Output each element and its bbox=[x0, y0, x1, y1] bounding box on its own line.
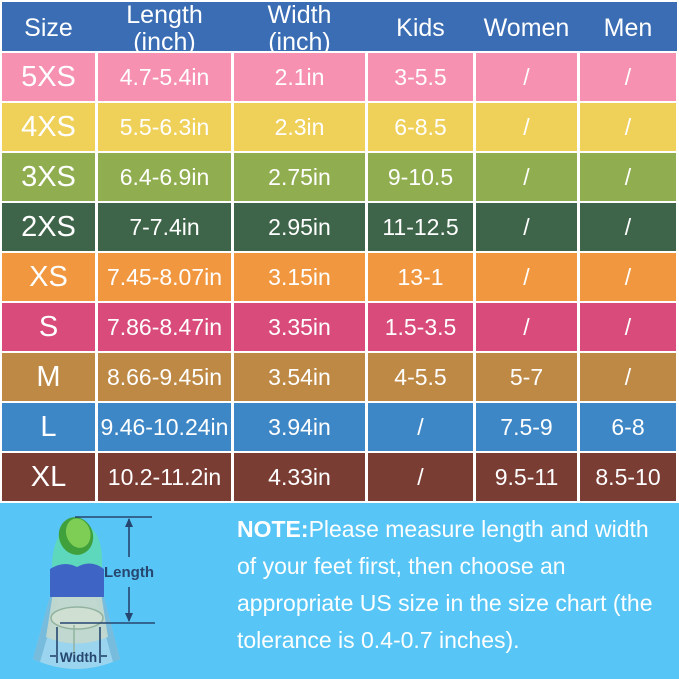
column-header-men: Men bbox=[603, 14, 653, 43]
cell-kids: / bbox=[368, 403, 473, 451]
cell-size: 2XS bbox=[2, 203, 95, 251]
cell-length: 7.86-8.47in bbox=[98, 303, 231, 351]
cell-men: / bbox=[580, 53, 676, 101]
cell-size: L bbox=[2, 403, 95, 451]
cell-width: 3.54in bbox=[234, 353, 365, 401]
cell-men: / bbox=[580, 303, 676, 351]
width-dimension-lines bbox=[50, 627, 107, 663]
cell-size: 5XS bbox=[2, 53, 95, 101]
cell-men: / bbox=[580, 153, 676, 201]
width-label: Width bbox=[60, 650, 97, 665]
table-row: 4XS 5.5-6.3in 2.3in 6-8.5 / / bbox=[2, 103, 677, 151]
cell-kids: 3-5.5 bbox=[368, 53, 473, 101]
cell-men: / bbox=[580, 253, 676, 301]
cell-length: 5.5-6.3in bbox=[98, 103, 231, 151]
cell-width: 2.1in bbox=[234, 53, 365, 101]
cell-width: 2.95in bbox=[234, 203, 365, 251]
table-row: XL 10.2-11.2in 4.33in / 9.5-11 8.5-10 bbox=[2, 453, 677, 501]
cell-width: 4.33in bbox=[234, 453, 365, 501]
table-row: XS 7.45-8.07in 3.15in 13-1 / / bbox=[2, 253, 677, 301]
cell-length: 10.2-11.2in bbox=[98, 453, 231, 501]
cell-women: 9.5-11 bbox=[476, 453, 577, 501]
cell-women: 7.5-9 bbox=[476, 403, 577, 451]
cell-width: 3.94in bbox=[234, 403, 365, 451]
length-arrow-up bbox=[125, 518, 133, 527]
cell-kids: 11-12.5 bbox=[368, 203, 473, 251]
cell-length: 9.46-10.24in bbox=[98, 403, 231, 451]
length-label: Length bbox=[104, 564, 154, 581]
cell-men: 6-8 bbox=[580, 403, 676, 451]
fin-toe-opening bbox=[58, 517, 94, 555]
swim-fin-illustration: Length Width bbox=[33, 516, 155, 669]
cell-length: 4.7-5.4in bbox=[98, 53, 231, 101]
cell-men: / bbox=[580, 103, 676, 151]
cell-length: 7.45-8.07in bbox=[98, 253, 231, 301]
column-header-women: Women bbox=[483, 14, 570, 43]
cell-women: / bbox=[476, 253, 577, 301]
table-row: 3XS 6.4-6.9in 2.75in 9-10.5 / / bbox=[2, 153, 677, 201]
cell-width: 2.3in bbox=[234, 103, 365, 151]
cell-men: / bbox=[580, 353, 676, 401]
cell-kids: 1.5-3.5 bbox=[368, 303, 473, 351]
cell-size: XS bbox=[2, 253, 95, 301]
column-header-size: Size bbox=[24, 14, 73, 43]
fin-pocket-opening bbox=[50, 606, 104, 630]
cell-women: 5-7 bbox=[476, 353, 577, 401]
table-header-row: Size Length (inch) Width (inch) Kids Wom… bbox=[2, 2, 677, 55]
cell-kids: 4-5.5 bbox=[368, 353, 473, 401]
cell-length: 6.4-6.9in bbox=[98, 153, 231, 201]
cell-women: / bbox=[476, 203, 577, 251]
cell-length: 7-7.4in bbox=[98, 203, 231, 251]
column-header-length: Length (inch) bbox=[126, 1, 203, 56]
cell-kids: / bbox=[368, 453, 473, 501]
cell-width: 2.75in bbox=[234, 153, 365, 201]
table-row: L 9.46-10.24in 3.94in / 7.5-9 6-8 bbox=[2, 403, 677, 451]
cell-width: 3.15in bbox=[234, 253, 365, 301]
cell-men: 8.5-10 bbox=[580, 453, 676, 501]
cell-kids: 9-10.5 bbox=[368, 153, 473, 201]
cell-size: 4XS bbox=[2, 103, 95, 151]
cell-width: 3.35in bbox=[234, 303, 365, 351]
cell-size: 3XS bbox=[2, 153, 95, 201]
table-body: 5XS 4.7-5.4in 2.1in 3-5.5 / / 4XS 5.5-6.… bbox=[2, 53, 677, 501]
cell-women: / bbox=[476, 153, 577, 201]
note-section: Length Width NOTE:Please measure length … bbox=[0, 503, 679, 679]
cell-men: / bbox=[580, 203, 676, 251]
cell-women: / bbox=[476, 53, 577, 101]
cell-size: S bbox=[2, 303, 95, 351]
column-header-width: Width (inch) bbox=[267, 1, 332, 56]
cell-size: M bbox=[2, 353, 95, 401]
cell-women: / bbox=[476, 303, 577, 351]
cell-women: / bbox=[476, 103, 577, 151]
note-text: NOTE:Please measure length and width of … bbox=[237, 511, 655, 659]
note-body: Please measure length and width of your … bbox=[237, 516, 653, 653]
table-row: M 8.66-9.45in 3.54in 4-5.5 5-7 / bbox=[2, 353, 677, 401]
table-row: 2XS 7-7.4in 2.95in 11-12.5 / / bbox=[2, 203, 677, 251]
cell-kids: 13-1 bbox=[368, 253, 473, 301]
note-label: NOTE: bbox=[237, 516, 309, 542]
cell-length: 8.66-9.45in bbox=[98, 353, 231, 401]
column-header-kids: Kids bbox=[396, 14, 445, 43]
length-arrow-down bbox=[125, 613, 133, 622]
table-row: S 7.86-8.47in 3.35in 1.5-3.5 / / bbox=[2, 303, 677, 351]
table-row: 5XS 4.7-5.4in 2.1in 3-5.5 / / bbox=[2, 53, 677, 101]
cell-kids: 6-8.5 bbox=[368, 103, 473, 151]
fin-band bbox=[50, 563, 104, 597]
size-chart-table: Size Length (inch) Width (inch) Kids Wom… bbox=[2, 2, 677, 501]
cell-size: XL bbox=[2, 453, 95, 501]
